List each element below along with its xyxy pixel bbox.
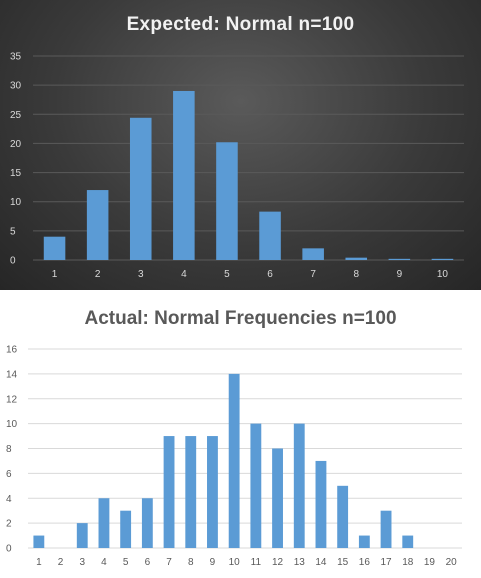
expected-x-tick-label: 4 — [181, 269, 187, 280]
actual-chart-panel: Actual: Normal Frequencies n=100 0 2 4 6 8 10… — [0, 292, 481, 578]
expected-x-tick-label: 9 — [397, 269, 403, 280]
expected-bar — [216, 142, 238, 260]
actual-bar — [76, 523, 88, 548]
actual-x-tick-label: 7 — [166, 557, 172, 568]
expected-bar — [388, 258, 411, 260]
actual-x-tick-label: 20 — [446, 557, 458, 568]
actual-x-tick-label: 8 — [188, 557, 194, 568]
actual-bar — [163, 436, 175, 548]
expected-bar — [431, 258, 454, 260]
actual-x-tick-label: 1 — [36, 557, 42, 568]
actual-bar — [250, 423, 262, 548]
expected-bar — [173, 90, 195, 260]
expected-bar — [129, 117, 152, 260]
actual-bar — [228, 373, 240, 548]
actual-x-tick-label: 6 — [145, 557, 151, 568]
actual-x-tick-label: 2 — [58, 557, 64, 568]
expected-y-tick-label: 0 — [10, 256, 16, 267]
expected-x-tick-label: 3 — [138, 269, 144, 280]
expected-y-tick-label: 15 — [10, 168, 22, 179]
actual-x-tick-label: 15 — [337, 557, 349, 568]
actual-x-tick-label: 18 — [402, 557, 414, 568]
expected-chart-title: Expected: Normal n=100 — [126, 14, 355, 35]
actual-x-tick-label: 16 — [359, 557, 371, 568]
actual-x-tick-label: 10 — [229, 557, 241, 568]
actual-x-tick-label: 17 — [380, 557, 392, 568]
actual-bar — [337, 485, 349, 548]
actual-bar — [358, 535, 370, 548]
expected-bar — [43, 236, 66, 260]
actual-x-tick-label: 4 — [101, 557, 107, 568]
expected-x-tick-label: 5 — [224, 269, 230, 280]
actual-bar — [33, 535, 45, 548]
expected-chart-panel: Expected: Normal n=100 0 5 10 15 20 25 30 35 1 2 3… — [0, 0, 481, 290]
expected-bar — [259, 211, 281, 260]
expected-bar — [302, 248, 324, 260]
actual-y-tick-label: 12 — [6, 394, 18, 405]
actual-y-tick-label: 16 — [6, 345, 18, 356]
actual-y-tick-label: 8 — [6, 444, 12, 455]
expected-y-tick-label: 35 — [10, 52, 22, 63]
actual-x-tick-label: 19 — [424, 557, 436, 568]
actual-y-tick-label: 14 — [6, 369, 18, 380]
actual-x-tick-label: 13 — [294, 557, 306, 568]
actual-bar — [293, 423, 305, 548]
expected-y-tick-label: 5 — [10, 226, 16, 237]
actual-bar — [315, 460, 327, 548]
expected-y-tick-label: 10 — [10, 197, 22, 208]
actual-bar — [141, 498, 153, 548]
expected-x-tick-label: 6 — [267, 269, 273, 280]
expected-x-tick-label: 2 — [95, 269, 101, 280]
expected-y-tick-label: 25 — [10, 110, 22, 121]
expected-x-tick-label: 1 — [52, 269, 58, 280]
expected-x-tick-label: 7 — [310, 269, 316, 280]
expected-chart-plot: 0 5 10 15 20 25 30 35 1 2 3 4 5 6 7 8 9 10 — [10, 52, 464, 280]
actual-x-tick-label: 5 — [123, 557, 129, 568]
expected-x-tick-label: 8 — [353, 269, 359, 280]
actual-bar — [272, 448, 283, 548]
expected-bar — [86, 190, 109, 260]
actual-x-tick-label: 9 — [210, 557, 216, 568]
actual-bar — [380, 510, 392, 548]
actual-y-tick-label: 6 — [6, 469, 12, 480]
actual-bar — [185, 436, 197, 548]
actual-bar — [120, 510, 132, 548]
actual-y-tick-label: 10 — [6, 419, 18, 430]
actual-x-tick-label: 14 — [315, 557, 327, 568]
actual-bar — [207, 436, 218, 548]
actual-x-tick-label: 3 — [79, 557, 85, 568]
expected-bar — [345, 257, 368, 260]
expected-y-tick-label: 20 — [10, 139, 22, 150]
actual-y-tick-label: 0 — [6, 544, 12, 555]
actual-chart-title: Actual: Normal Frequencies n=100 — [84, 308, 397, 329]
actual-x-tick-label: 11 — [251, 557, 262, 568]
actual-y-tick-label: 4 — [6, 494, 12, 505]
actual-y-tick-label: 2 — [6, 519, 12, 530]
actual-bar — [402, 535, 414, 548]
actual-bar — [98, 498, 110, 548]
expected-x-tick-label: 10 — [437, 269, 449, 280]
actual-x-tick-label: 12 — [272, 557, 284, 568]
expected-y-tick-label: 30 — [10, 81, 22, 92]
